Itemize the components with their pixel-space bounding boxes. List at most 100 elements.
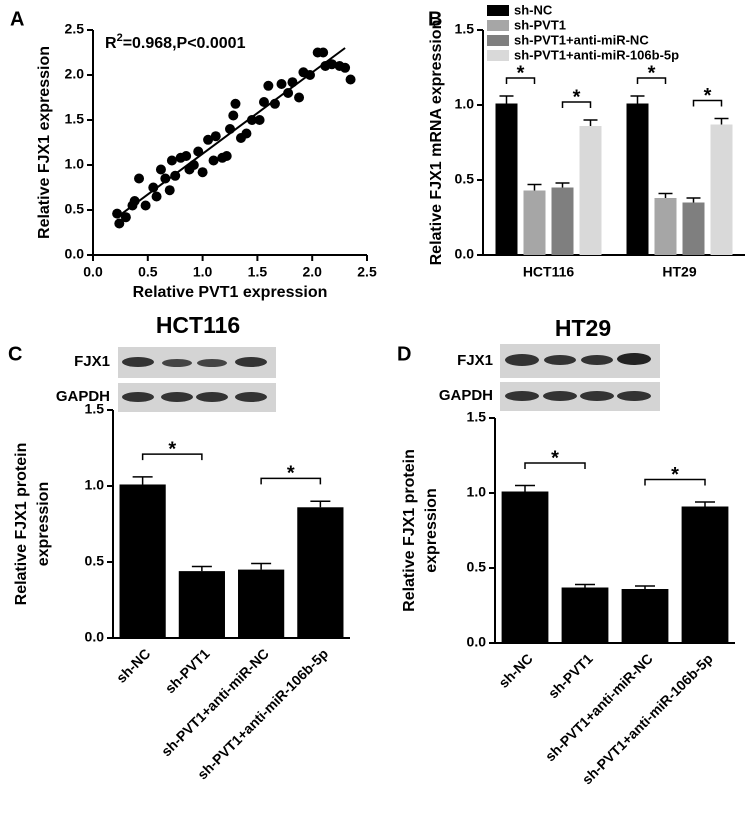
significance-bracket <box>644 478 706 486</box>
y-tick-label: 1.0 <box>455 96 475 112</box>
error-bar <box>555 182 570 188</box>
point <box>340 62 351 73</box>
legend-label: sh-PVT1 <box>514 17 566 32</box>
error-bar <box>714 117 729 125</box>
y-tick-label: 1.0 <box>65 156 85 172</box>
bar <box>551 187 574 255</box>
error-bar <box>251 562 272 570</box>
point <box>151 191 162 202</box>
y-tick-label: 1.0 <box>85 477 105 493</box>
panel-label: A <box>10 8 24 30</box>
error-bar <box>527 183 542 191</box>
x-tick-label: sh-PVT1+anti-miR-NC <box>542 650 656 764</box>
y-tick-label: 1.5 <box>467 409 487 425</box>
y-tick-label: 0.0 <box>455 246 475 262</box>
point <box>166 155 177 166</box>
blot-band <box>235 357 267 367</box>
significance-bracket <box>524 462 586 469</box>
y-tick-label: 2.5 <box>65 21 85 37</box>
blot-label: FJX1 <box>457 352 493 369</box>
significance-label: * <box>168 438 176 460</box>
y-axis-label: Relative FJX1 protein <box>401 449 418 612</box>
error-bar <box>499 95 514 104</box>
point <box>241 128 252 139</box>
y-axis-label: Relative FJX1 expression <box>36 46 53 239</box>
point <box>254 115 265 125</box>
point <box>203 134 214 145</box>
bar <box>621 589 669 643</box>
error-bar <box>658 192 673 198</box>
point <box>210 131 221 142</box>
panel-title: HCT116 <box>156 312 240 338</box>
legend-swatch <box>487 20 509 31</box>
y-axis-label: expression <box>423 488 440 572</box>
point <box>148 182 159 193</box>
significance-bracket <box>260 477 322 485</box>
significance-bracket <box>505 77 536 84</box>
bar <box>710 124 733 255</box>
point <box>164 185 175 196</box>
bar <box>178 571 225 638</box>
point <box>287 77 298 88</box>
significance-label: * <box>704 85 712 107</box>
y-tick-label: 0.5 <box>455 171 475 187</box>
blot-band <box>235 392 267 402</box>
y-tick-label: 1.5 <box>85 401 105 417</box>
blot-band <box>581 355 613 365</box>
blot-band <box>505 391 539 401</box>
blot-band <box>617 391 651 401</box>
legend-swatch <box>487 5 509 16</box>
bar <box>682 202 705 255</box>
x-tick-label: 0.5 <box>138 264 158 280</box>
point <box>246 115 257 125</box>
bar <box>626 103 649 255</box>
x-tick-label: 2.0 <box>302 264 322 280</box>
bar <box>654 198 677 255</box>
error-bar <box>686 197 701 203</box>
x-axis-label: Relative PVT1 expression <box>133 284 328 301</box>
significance-label: * <box>671 464 679 486</box>
point <box>197 167 208 178</box>
error-bar <box>310 500 331 508</box>
point <box>258 97 269 107</box>
legend-label: sh-NC <box>514 2 553 17</box>
y-tick-label: 0.5 <box>467 559 487 575</box>
point <box>140 200 151 211</box>
legend-swatch <box>487 50 509 61</box>
blot-band <box>161 392 193 402</box>
significance-bracket <box>692 99 723 107</box>
panel-label: C <box>8 343 22 365</box>
y-tick-label: 1.5 <box>65 111 85 127</box>
point <box>221 151 232 161</box>
panel-label: D <box>397 343 411 365</box>
significance-label: * <box>573 86 581 108</box>
y-axis-label: Relative FJX1 protein <box>13 443 30 606</box>
annotation-part: =0.968,P<0.0001 <box>123 35 246 52</box>
point <box>114 218 125 229</box>
y-tick-label: 0.0 <box>85 629 105 645</box>
blot-band <box>122 357 154 367</box>
bar <box>495 103 518 255</box>
y-tick-label: 0.0 <box>65 246 85 262</box>
blot-band <box>162 359 192 367</box>
bar <box>523 190 546 255</box>
x-tick-label: 2.5 <box>357 264 377 280</box>
y-tick-label: 2.0 <box>65 66 85 82</box>
y-axis-label: Relative FJX1 mRNA expression <box>428 20 445 266</box>
bar <box>561 587 609 643</box>
x-tick-label: 1.5 <box>248 264 268 280</box>
y-tick-label: 0.5 <box>85 553 105 569</box>
point <box>181 151 192 161</box>
point <box>283 88 294 98</box>
significance-label: * <box>287 463 295 485</box>
y-axis-label: expression <box>35 482 52 566</box>
significance-bracket <box>141 453 203 461</box>
point <box>155 164 166 175</box>
blot-band <box>505 354 539 366</box>
blot-band <box>617 353 651 365</box>
panel-title: HT29 <box>555 315 611 341</box>
bar <box>119 484 166 638</box>
legend-label: sh-PVT1+anti-miR-NC <box>514 32 649 47</box>
significance-bracket <box>636 77 667 84</box>
